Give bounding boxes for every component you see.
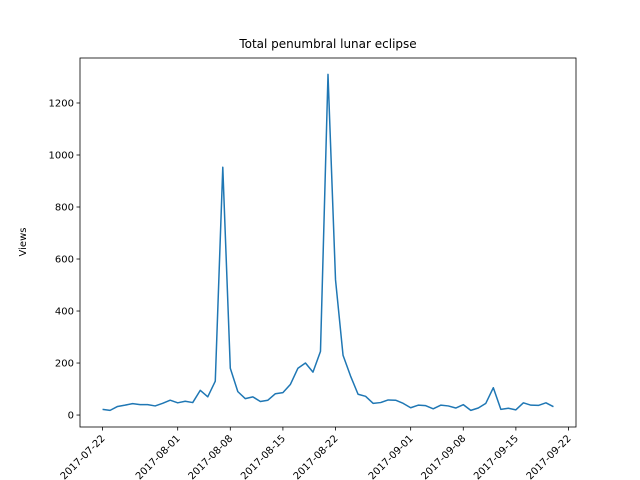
y-tick-label: 0 [68, 411, 74, 422]
x-tick-label: 2017-09-15 [472, 433, 521, 480]
y-axis-label: Views [18, 228, 29, 257]
y-tick-label: 400 [55, 307, 74, 318]
x-tick-label: 2017-08-22 [292, 433, 341, 480]
data-line [102, 73, 554, 412]
x-tick-label: 2017-09-22 [525, 433, 574, 480]
x-tick-label: 2017-09-01 [367, 433, 416, 480]
chart-title: Total penumbral lunar eclipse [238, 37, 416, 51]
x-tick-label: 2017-08-08 [187, 433, 236, 480]
y-tick-label: 800 [55, 203, 74, 214]
plot-frame [79, 57, 577, 428]
x-tick-label: 2017-09-08 [420, 433, 469, 480]
x-tick-label: 2017-08-15 [239, 433, 288, 480]
y-tick-label: 600 [55, 255, 74, 266]
x-tick-label: 2017-08-01 [134, 433, 183, 480]
y-tick-label: 200 [55, 359, 74, 370]
x-tick-label: 2017-07-22 [59, 433, 108, 480]
y-tick-label: 1200 [49, 98, 74, 109]
y-tick-label: 1000 [49, 150, 74, 161]
